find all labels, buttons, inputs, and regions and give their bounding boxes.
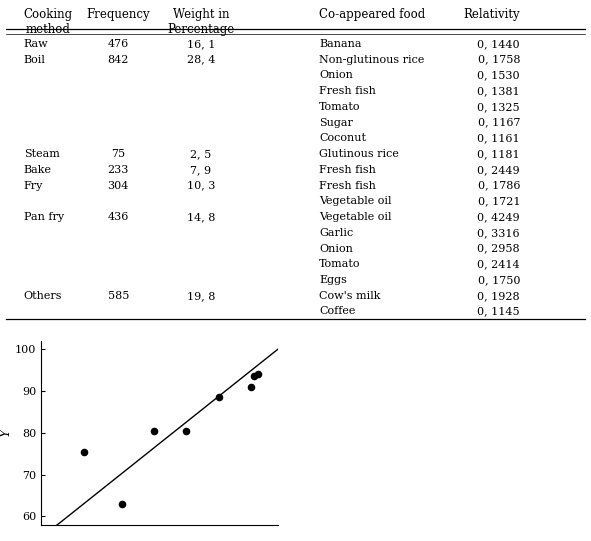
Text: 233: 233: [108, 165, 129, 175]
Text: 0, 1758: 0, 1758: [478, 55, 520, 64]
Text: 476: 476: [108, 39, 129, 49]
Text: 0, 1721: 0, 1721: [478, 196, 520, 206]
Text: Boil: Boil: [24, 55, 46, 64]
Text: 0, 1161: 0, 1161: [478, 133, 520, 143]
Text: Onion: Onion: [319, 70, 353, 80]
Point: [150, 426, 159, 435]
Text: 0, 2958: 0, 2958: [478, 243, 520, 254]
Text: 304: 304: [108, 181, 129, 190]
Text: 28, 4: 28, 4: [187, 55, 215, 64]
Text: Fry: Fry: [24, 181, 43, 190]
Text: Banana: Banana: [319, 39, 362, 49]
Text: Fresh fish: Fresh fish: [319, 165, 376, 175]
Text: 0, 1181: 0, 1181: [478, 149, 520, 159]
Text: 585: 585: [108, 291, 129, 301]
Text: 10, 3: 10, 3: [187, 181, 215, 190]
Text: 0, 3316: 0, 3316: [478, 228, 520, 237]
Point: [254, 370, 263, 379]
Point: [181, 426, 191, 435]
Text: Steam: Steam: [24, 149, 60, 159]
Text: 75: 75: [111, 149, 125, 159]
Y-axis label: Y: Y: [0, 428, 12, 437]
Text: 0, 1530: 0, 1530: [478, 70, 520, 80]
Text: 0, 1145: 0, 1145: [478, 306, 520, 316]
Text: Glutinous rice: Glutinous rice: [319, 149, 399, 159]
Text: Sugar: Sugar: [319, 117, 353, 128]
Text: Weight in
Percentage: Weight in Percentage: [167, 8, 235, 36]
Text: Coconut: Coconut: [319, 133, 366, 143]
Text: 0, 4249: 0, 4249: [478, 212, 520, 222]
Text: 0, 1750: 0, 1750: [478, 275, 520, 285]
Text: Others: Others: [24, 291, 62, 301]
Text: 0, 1381: 0, 1381: [478, 86, 520, 96]
Text: 436: 436: [108, 212, 129, 222]
Text: Cooking
method: Cooking method: [24, 8, 73, 36]
Text: 0, 1786: 0, 1786: [478, 181, 520, 190]
Text: Eggs: Eggs: [319, 275, 347, 285]
Text: Tomato: Tomato: [319, 102, 361, 112]
Text: Relativity: Relativity: [463, 8, 520, 21]
Text: 2, 5: 2, 5: [190, 149, 212, 159]
Text: Fresh fish: Fresh fish: [319, 86, 376, 96]
Text: Garlic: Garlic: [319, 228, 353, 237]
Point: [117, 499, 126, 508]
Text: Non-glutinous rice: Non-glutinous rice: [319, 55, 424, 64]
Text: 0, 2449: 0, 2449: [478, 165, 520, 175]
Text: Fresh fish: Fresh fish: [319, 181, 376, 190]
Point: [80, 447, 89, 456]
Text: Pan fry: Pan fry: [24, 212, 64, 222]
Text: Coffee: Coffee: [319, 306, 356, 316]
Text: Vegetable oil: Vegetable oil: [319, 196, 392, 206]
Text: Onion: Onion: [319, 243, 353, 254]
Text: 0, 1440: 0, 1440: [478, 39, 520, 49]
Text: Cow's milk: Cow's milk: [319, 291, 381, 301]
Text: 19, 8: 19, 8: [187, 291, 215, 301]
Text: 0, 1167: 0, 1167: [478, 117, 520, 128]
Text: Bake: Bake: [24, 165, 51, 175]
Text: Frequency: Frequency: [86, 8, 150, 21]
Text: Tomato: Tomato: [319, 259, 361, 269]
Point: [214, 393, 223, 401]
Text: 0, 1928: 0, 1928: [478, 291, 520, 301]
Text: Raw: Raw: [24, 39, 48, 49]
Point: [249, 372, 259, 381]
Text: 7, 9: 7, 9: [190, 165, 212, 175]
Point: [246, 382, 256, 391]
Text: Vegetable oil: Vegetable oil: [319, 212, 392, 222]
Text: 0, 2414: 0, 2414: [478, 259, 520, 269]
Text: 0, 1325: 0, 1325: [478, 102, 520, 112]
Text: 842: 842: [108, 55, 129, 64]
Text: 14, 8: 14, 8: [187, 212, 215, 222]
Text: Co-appeared food: Co-appeared food: [319, 8, 426, 21]
Text: 16, 1: 16, 1: [187, 39, 215, 49]
